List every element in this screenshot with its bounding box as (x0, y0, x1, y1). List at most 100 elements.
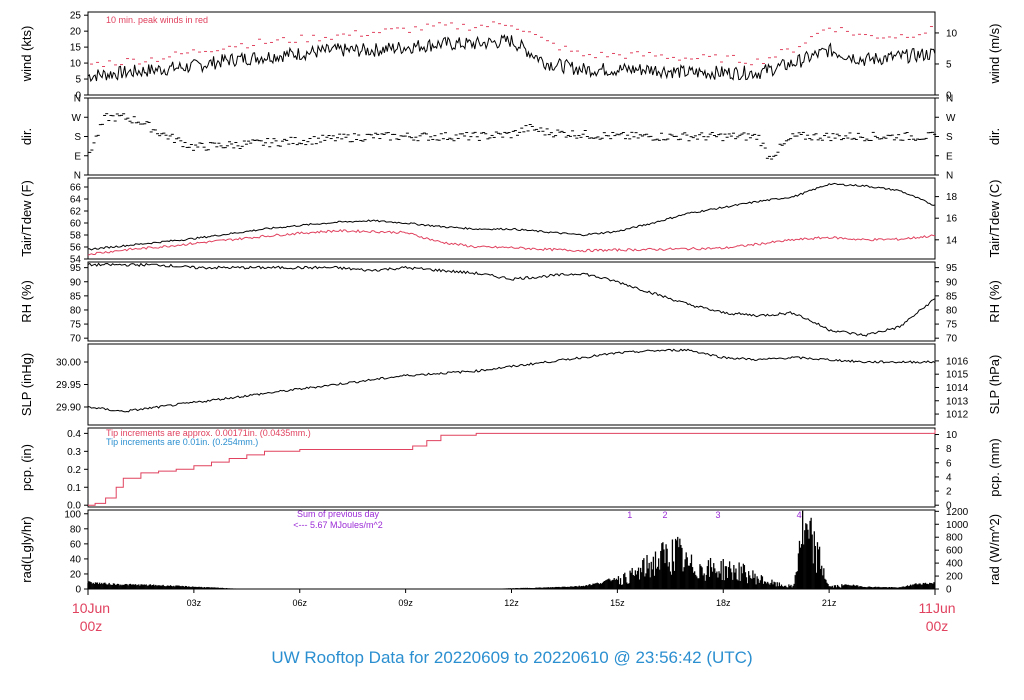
rad-right-tick-label: 1000 (946, 520, 969, 531)
rad-marker-3: 3 (715, 510, 720, 520)
rad-left-tick-label: 0 (75, 585, 81, 596)
slp-right-tick-label: 1012 (946, 410, 969, 421)
rad-right-tick-label: 0 (946, 585, 952, 596)
rad-sum-label: Sum of previous day (297, 509, 380, 519)
temp-left-tick-label: 66 (70, 183, 82, 194)
wind-right-tick-label: 0 (946, 91, 952, 102)
wind-left-tick-label: 10 (70, 59, 82, 70)
time-tick-label: 03z (187, 598, 202, 608)
time-tick-label: 18z (716, 598, 731, 608)
rad-sum-value: <--- 5.67 MJoules/m^2 (293, 520, 383, 530)
pcp-right-axis-label: pcp. (mm) (987, 438, 1002, 497)
time-tick-label: 21z (822, 598, 837, 608)
temp-left-tick-label: 56 (70, 243, 82, 254)
temp-left-axis-label: Tair/Tdew (F) (19, 180, 34, 257)
pcp-left-tick-label: 0.0 (67, 501, 81, 512)
rh-right-tick-label: 70 (946, 334, 958, 345)
wind-peak-annotation: 10 min. peak winds in red (106, 15, 208, 25)
rad-marker-1: 1 (627, 510, 632, 520)
rh-left-tick-label: 95 (70, 263, 82, 274)
rh-right-tick-label: 90 (946, 277, 958, 288)
temp-right-tick-label: 18 (946, 192, 958, 203)
rad-right-tick-label: 800 (946, 533, 963, 544)
rad-right-axis-label: rad (W/m^2) (987, 514, 1002, 585)
slp-right-axis-label: SLP (hPa) (987, 355, 1002, 415)
rh-right-tick-label: 75 (946, 320, 958, 331)
footer-title: UW Rooftop Data for 20220609 to 20220610… (271, 648, 753, 667)
wind-right-tick-label: 10 (946, 28, 958, 39)
dir-right-tick-label: W (946, 113, 956, 124)
rad-left-axis-label: rad(Lgly/hr) (19, 516, 34, 582)
precipitation-line (88, 429, 936, 506)
temp-left-tick-label: 62 (70, 207, 82, 218)
rh-right-tick-label: 95 (946, 263, 958, 274)
wind-left-tick-label: 5 (75, 75, 81, 86)
temp-left-tick-label: 54 (70, 255, 82, 266)
pcp-note-blue: Tip increments are 0.01in. (0.254mm.) (106, 437, 258, 447)
slp-right-tick-label: 1013 (946, 396, 969, 407)
rh-right-tick-label: 80 (946, 305, 958, 316)
pcp-left-tick-label: 0.2 (67, 465, 81, 476)
pcp-right-tick-label: 2 (946, 487, 952, 498)
time-tick-label: 06z (292, 598, 307, 608)
temp-right-tick-label: 14 (946, 235, 958, 246)
temp-right-tick-label: 16 (946, 214, 958, 225)
pcp-note-red: Tip increments are approx. 0.00171in. (0… (106, 428, 311, 438)
temp-left-tick-label: 60 (70, 219, 82, 230)
dewpoint-line (87, 228, 936, 256)
pcp-right-tick-label: 0 (946, 501, 952, 512)
rh-left-tick-label: 70 (70, 334, 82, 345)
pcp-panel-frame (87, 427, 936, 508)
temp-right-axis-label: Tair/Tdew (C) (987, 179, 1002, 257)
pcp-right-tick-label: 4 (946, 472, 952, 483)
slp-right-tick-label: 1015 (946, 370, 969, 381)
temp-left-tick-label: 64 (70, 195, 82, 206)
rh-panel-frame (87, 261, 936, 342)
wind-left-axis-label: wind (kts) (19, 26, 34, 83)
slp-right-tick-label: 1014 (946, 383, 969, 394)
rh-left-tick-label: 85 (70, 291, 82, 302)
rad-left-tick-label: 80 (70, 524, 82, 535)
pcp-left-tick-label: 0.3 (67, 447, 81, 458)
dir-right-axis-label: dir. (987, 128, 1002, 145)
slp-left-tick-label: 30.00 (56, 358, 81, 369)
relative-humidity-line (87, 262, 936, 337)
pcp-right-tick-label: 6 (946, 458, 952, 469)
rad-right-tick-label: 200 (946, 572, 963, 583)
wind-right-tick-label: 5 (946, 59, 952, 70)
rad-marker-2: 2 (663, 510, 668, 520)
dir-left-tick-label: S (74, 132, 81, 143)
slp-left-tick-label: 29.90 (56, 403, 81, 414)
pcp-left-axis-label: pcp. (in) (19, 444, 34, 491)
rh-left-axis-label: RH (%) (19, 280, 34, 323)
time-tick-label: 15z (610, 598, 625, 608)
rad-left-tick-label: 60 (70, 539, 82, 550)
dir-right-tick-label: N (946, 94, 953, 105)
rh-left-tick-label: 75 (70, 320, 82, 331)
dir-left-tick-label: N (74, 94, 81, 105)
end-date-label: 11Jun (918, 600, 955, 616)
wind-left-tick-label: 25 (70, 11, 82, 22)
start-time-label: 00z (80, 618, 103, 634)
time-tick-label: 09z (398, 598, 413, 608)
pcp-right-tick-label: 8 (946, 444, 952, 455)
time-tick-label: 12z (504, 598, 519, 608)
slp-panel-frame (87, 343, 936, 426)
rh-left-tick-label: 90 (70, 277, 82, 288)
wind-left-tick-label: 15 (70, 43, 82, 54)
slp-left-tick-label: 29.95 (56, 380, 81, 391)
rad-left-tick-label: 20 (70, 569, 82, 580)
pcp-left-tick-label: 0.4 (67, 429, 81, 440)
rad-marker-4: 4 (797, 510, 802, 520)
slp-left-axis-label: SLP (inHg) (19, 353, 34, 416)
rh-right-axis-label: RH (%) (987, 280, 1002, 323)
rad-right-tick-label: 400 (946, 559, 963, 570)
dir-left-tick-label: N (74, 171, 81, 182)
temp-left-tick-label: 58 (70, 231, 82, 242)
dir-right-tick-label: S (946, 132, 953, 143)
wind-left-tick-label: 0 (75, 91, 81, 102)
dir-right-tick-label: N (946, 171, 953, 182)
dir-left-tick-label: W (72, 113, 82, 124)
wind-right-axis-label: wind (m/s) (987, 24, 1002, 85)
